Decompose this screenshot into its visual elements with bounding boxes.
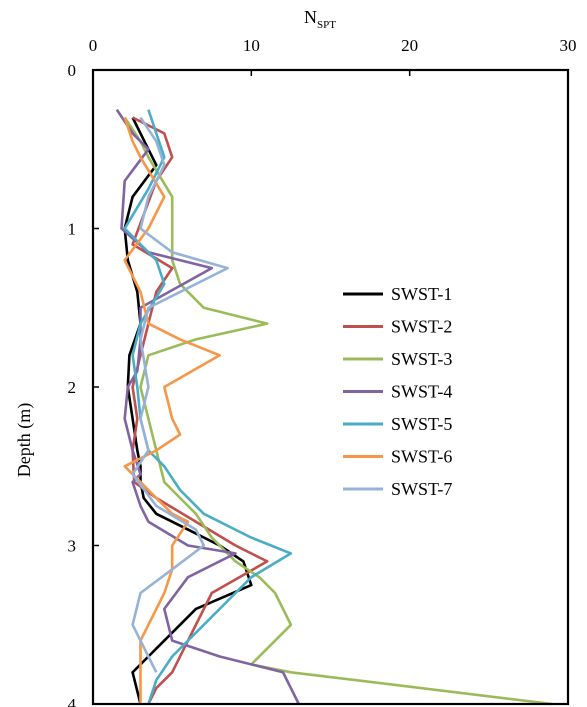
x-axis-title-main: N [304, 7, 317, 27]
x-axis-title-subscript: SPT [317, 19, 336, 31]
x-tick-label: 20 [401, 36, 418, 55]
legend-label-swst-2: SWST-2 [391, 317, 452, 337]
y-tick-label: 1 [68, 220, 77, 239]
y-tick-labels: 0 1 2 3 4 [68, 61, 77, 707]
series-line-swst-6 [123, 117, 221, 704]
legend-label-swst-5: SWST-5 [391, 414, 452, 434]
y-axis-title: Depth (m) [14, 403, 35, 477]
svg-text:NSPT: NSPT [304, 7, 336, 31]
x-tick-label: 30 [560, 36, 577, 55]
x-tick-label: 0 [89, 36, 98, 55]
x-tick-label: 10 [243, 36, 260, 55]
y-tick-label: 0 [68, 61, 77, 80]
x-axis-title: NSPT [304, 7, 336, 31]
series-line-swst-3 [123, 116, 553, 706]
legend-label-swst-4: SWST-4 [391, 382, 452, 402]
plot-area-frame [91, 68, 570, 706]
y-tick-label: 4 [68, 695, 77, 707]
series-lines [115, 108, 553, 706]
y-tick-label: 3 [68, 537, 77, 556]
series-line-swst-7 [131, 116, 229, 673]
legend: SWST-1 SWST-2 SWST-3 SWST-4 SWST-5 SWST-6 SWST… [343, 284, 452, 499]
legend-label-swst-1: SWST-1 [391, 284, 452, 304]
x-tick-labels: 0 10 20 30 [89, 36, 577, 55]
legend-label-swst-3: SWST-3 [391, 349, 452, 369]
series-line-swst-4 [115, 108, 300, 705]
y-tick-label: 2 [68, 378, 77, 397]
legend-label-swst-7: SWST-7 [391, 479, 452, 499]
legend-label-swst-6: SWST-6 [391, 447, 452, 467]
